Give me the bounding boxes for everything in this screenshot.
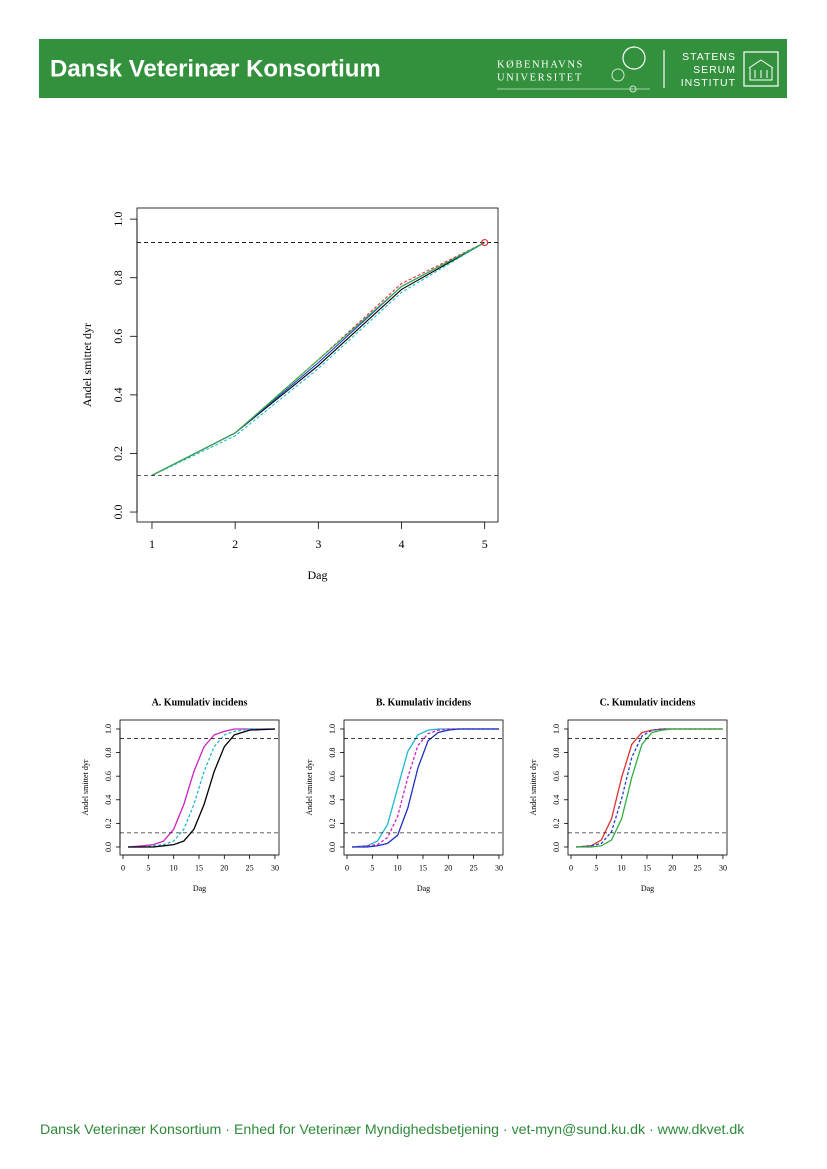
y-tick-label: 0.0 [104,842,113,852]
institute-logo [743,51,779,87]
y-tick-label: 0.6 [552,771,561,781]
university-seal [622,46,646,70]
x-tick-label: 0 [345,864,349,873]
y-tick-label: 0.2 [552,818,561,828]
institute-line: STATENS [682,51,736,63]
series-line [151,242,485,476]
x-tick-label: 10 [170,864,178,873]
y-tick-label: 0.2 [104,818,113,828]
x-tick-label: 1 [149,537,155,551]
y-axis-label: Andel smittet dyr [529,759,538,815]
y-tick-label: 0.0 [111,505,125,520]
y-tick-label: 0.4 [104,795,113,805]
y-axis-label: Andel smittet dyr [80,323,94,407]
x-tick-label: 25 [694,864,702,873]
university-line: UNIVERSITET [497,72,583,83]
y-tick-label: 0.8 [328,748,337,758]
y-tick-label: 0.4 [552,795,561,805]
series-line [576,728,723,848]
series-line [151,242,485,476]
series-line [128,728,275,848]
y-tick-label: 0.8 [104,748,113,758]
y-tick-label: 0.0 [328,842,337,852]
x-tick-label: 15 [195,864,203,873]
x-axis-label: Dag [417,884,430,893]
footer-text: Dansk Veterinær Konsortium · Enhed for V… [40,1122,745,1138]
x-tick-label: 5 [594,864,598,873]
y-tick-label: 0.6 [328,771,337,781]
y-axis-label: Andel smittet dyr [305,759,314,815]
y-tick-label: 0.4 [111,387,125,402]
x-tick-label: 0 [569,864,573,873]
y-tick-label: 0.6 [104,771,113,781]
x-axis-label: Dag [641,884,654,893]
y-tick-label: 0.6 [111,329,125,344]
chart-title: B. Kumulativ incidens [376,697,471,708]
series-line [576,728,723,848]
x-tick-label: 15 [643,864,651,873]
institute-building [748,59,774,81]
y-tick-label: 0.2 [111,446,125,461]
x-tick-label: 0 [121,864,125,873]
x-tick-label: 25 [470,864,478,873]
x-tick-label: 20 [444,864,452,873]
y-tick-label: 0.8 [552,748,561,758]
x-tick-label: 30 [271,864,279,873]
x-tick-label: 20 [668,864,676,873]
series-line [352,728,499,848]
series-line [128,728,275,848]
x-tick-label: 5 [482,537,488,551]
institute-line: SERUM [693,64,736,76]
x-tick-label: 30 [719,864,727,873]
x-axis-label: Dag [308,568,328,582]
y-tick-label: 0.8 [111,270,125,285]
plot-frame [567,719,728,856]
institute-line: INSTITUT [681,77,736,89]
x-tick-label: 3 [315,537,321,551]
y-axis-label: Andel smittet dyr [81,759,90,815]
series-line [576,728,723,848]
header-bar [39,39,787,98]
x-tick-label: 5 [146,864,150,873]
x-tick-label: 10 [394,864,402,873]
y-tick-label: 1.0 [328,724,337,734]
y-tick-label: 1.0 [111,212,125,227]
x-tick-label: 10 [618,864,626,873]
plot-frame [136,207,499,523]
highlight-point [481,238,489,247]
y-tick-label: 0.0 [552,842,561,852]
y-tick-label: 1.0 [552,724,561,734]
x-tick-label: 2 [232,537,238,551]
university-line: KØBENHAVNS [497,59,584,70]
logo-ring [611,68,625,82]
x-tick-label: 15 [419,864,427,873]
chart-title: A. Kumulativ incidens [152,697,248,708]
y-tick-label: 0.4 [328,795,337,805]
x-tick-label: 5 [370,864,374,873]
x-axis-label: Dag [193,884,206,893]
x-tick-label: 30 [495,864,503,873]
plot-frame [343,719,504,856]
y-tick-label: 0.2 [328,818,337,828]
series-line [128,728,275,848]
logo-ring [629,85,637,93]
x-tick-label: 20 [220,864,228,873]
x-tick-label: 25 [246,864,254,873]
header-title: Dansk Veterinær Konsortium [50,55,381,82]
x-tick-label: 4 [399,537,405,551]
chart-title: C. Kumulativ incidens [600,697,696,708]
y-tick-label: 1.0 [104,724,113,734]
